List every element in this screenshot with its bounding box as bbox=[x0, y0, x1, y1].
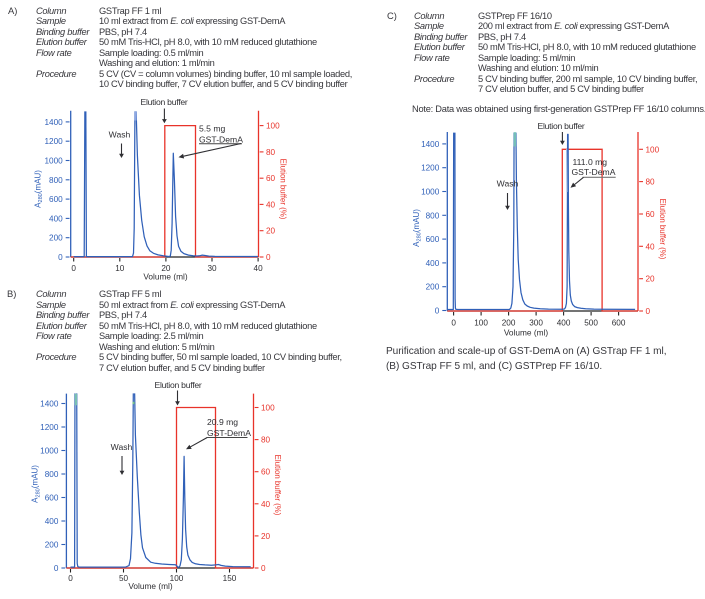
svg-text:50: 50 bbox=[119, 574, 129, 583]
svg-text:Volume (ml): Volume (ml) bbox=[128, 581, 172, 591]
svg-text:500: 500 bbox=[584, 319, 598, 328]
svg-text:5.5 mg: 5.5 mg bbox=[199, 124, 225, 134]
svg-text:40: 40 bbox=[261, 500, 271, 509]
svg-text:A280(mAU): A280(mAU) bbox=[34, 170, 45, 208]
svg-text:400: 400 bbox=[45, 517, 59, 526]
svg-text:30: 30 bbox=[207, 264, 217, 273]
svg-text:80: 80 bbox=[266, 148, 276, 157]
svg-text:200: 200 bbox=[49, 234, 63, 243]
svg-text:400: 400 bbox=[49, 214, 63, 223]
svg-text:A280(mAU): A280(mAU) bbox=[31, 465, 42, 503]
svg-text:20: 20 bbox=[161, 264, 171, 273]
svg-text:100: 100 bbox=[646, 145, 660, 154]
svg-text:40: 40 bbox=[254, 264, 264, 273]
svg-text:60: 60 bbox=[261, 468, 271, 477]
svg-text:20: 20 bbox=[266, 227, 276, 236]
svg-text:600: 600 bbox=[612, 319, 626, 328]
svg-text:0: 0 bbox=[54, 564, 59, 573]
svg-text:1400: 1400 bbox=[421, 140, 440, 149]
svg-text:1000: 1000 bbox=[421, 188, 440, 197]
svg-text:0: 0 bbox=[435, 307, 440, 316]
svg-text:100: 100 bbox=[474, 319, 488, 328]
svg-text:111.0 mg: 111.0 mg bbox=[573, 157, 608, 167]
svg-text:Wash: Wash bbox=[497, 179, 519, 189]
svg-text:20: 20 bbox=[261, 532, 271, 541]
svg-text:80: 80 bbox=[261, 436, 271, 445]
svg-text:1200: 1200 bbox=[421, 164, 440, 173]
svg-text:Volume (ml): Volume (ml) bbox=[143, 272, 187, 282]
svg-text:600: 600 bbox=[426, 235, 440, 244]
svg-text:200: 200 bbox=[426, 283, 440, 292]
svg-text:0: 0 bbox=[266, 253, 271, 262]
svg-text:Elution buffer: Elution buffer bbox=[155, 380, 202, 390]
svg-text:400: 400 bbox=[426, 259, 440, 268]
svg-text:800: 800 bbox=[45, 470, 59, 479]
svg-text:1000: 1000 bbox=[40, 447, 59, 456]
svg-text:60: 60 bbox=[646, 210, 656, 219]
svg-text:600: 600 bbox=[45, 494, 59, 503]
svg-text:10: 10 bbox=[115, 264, 125, 273]
svg-text:800: 800 bbox=[49, 176, 63, 185]
svg-text:Elution buffer (%): Elution buffer (%) bbox=[658, 199, 667, 260]
svg-text:20: 20 bbox=[646, 275, 656, 284]
svg-text:0: 0 bbox=[646, 307, 651, 316]
svg-text:1200: 1200 bbox=[44, 137, 63, 146]
svg-text:100: 100 bbox=[170, 574, 184, 583]
svg-text:Elution buffer (%): Elution buffer (%) bbox=[273, 455, 282, 516]
svg-text:Wash: Wash bbox=[111, 442, 133, 452]
svg-text:800: 800 bbox=[426, 211, 440, 220]
svg-text:80: 80 bbox=[646, 178, 656, 187]
svg-text:Wash: Wash bbox=[109, 130, 131, 140]
svg-text:150: 150 bbox=[223, 574, 237, 583]
svg-text:100: 100 bbox=[261, 404, 275, 413]
svg-text:1400: 1400 bbox=[40, 400, 59, 409]
svg-text:300: 300 bbox=[529, 319, 543, 328]
svg-text:0: 0 bbox=[261, 564, 266, 573]
svg-text:Volume (ml): Volume (ml) bbox=[504, 328, 548, 338]
svg-text:60: 60 bbox=[266, 174, 276, 183]
svg-text:40: 40 bbox=[646, 242, 656, 251]
svg-text:40: 40 bbox=[266, 200, 276, 209]
svg-text:1400: 1400 bbox=[44, 118, 63, 127]
svg-text:600: 600 bbox=[49, 195, 63, 204]
svg-text:400: 400 bbox=[557, 319, 571, 328]
svg-text:GST-DemA: GST-DemA bbox=[207, 428, 251, 438]
svg-text:GST-DemA: GST-DemA bbox=[199, 134, 243, 144]
svg-text:Elution buffer: Elution buffer bbox=[538, 121, 585, 131]
svg-text:1000: 1000 bbox=[44, 157, 63, 166]
svg-text:100: 100 bbox=[266, 122, 280, 131]
svg-text:0: 0 bbox=[71, 264, 76, 273]
svg-text:Elution buffer: Elution buffer bbox=[141, 97, 188, 107]
svg-text:0: 0 bbox=[68, 574, 73, 583]
svg-text:20.9 mg: 20.9 mg bbox=[207, 417, 238, 427]
svg-text:A280(mAU): A280(mAU) bbox=[412, 209, 423, 247]
svg-text:0: 0 bbox=[58, 253, 63, 262]
svg-text:0: 0 bbox=[451, 319, 456, 328]
svg-text:GST-DemA: GST-DemA bbox=[572, 167, 616, 177]
svg-text:1200: 1200 bbox=[40, 423, 59, 432]
svg-text:200: 200 bbox=[502, 319, 516, 328]
svg-text:Elution buffer (%): Elution buffer (%) bbox=[278, 159, 287, 220]
svg-text:200: 200 bbox=[45, 541, 59, 550]
